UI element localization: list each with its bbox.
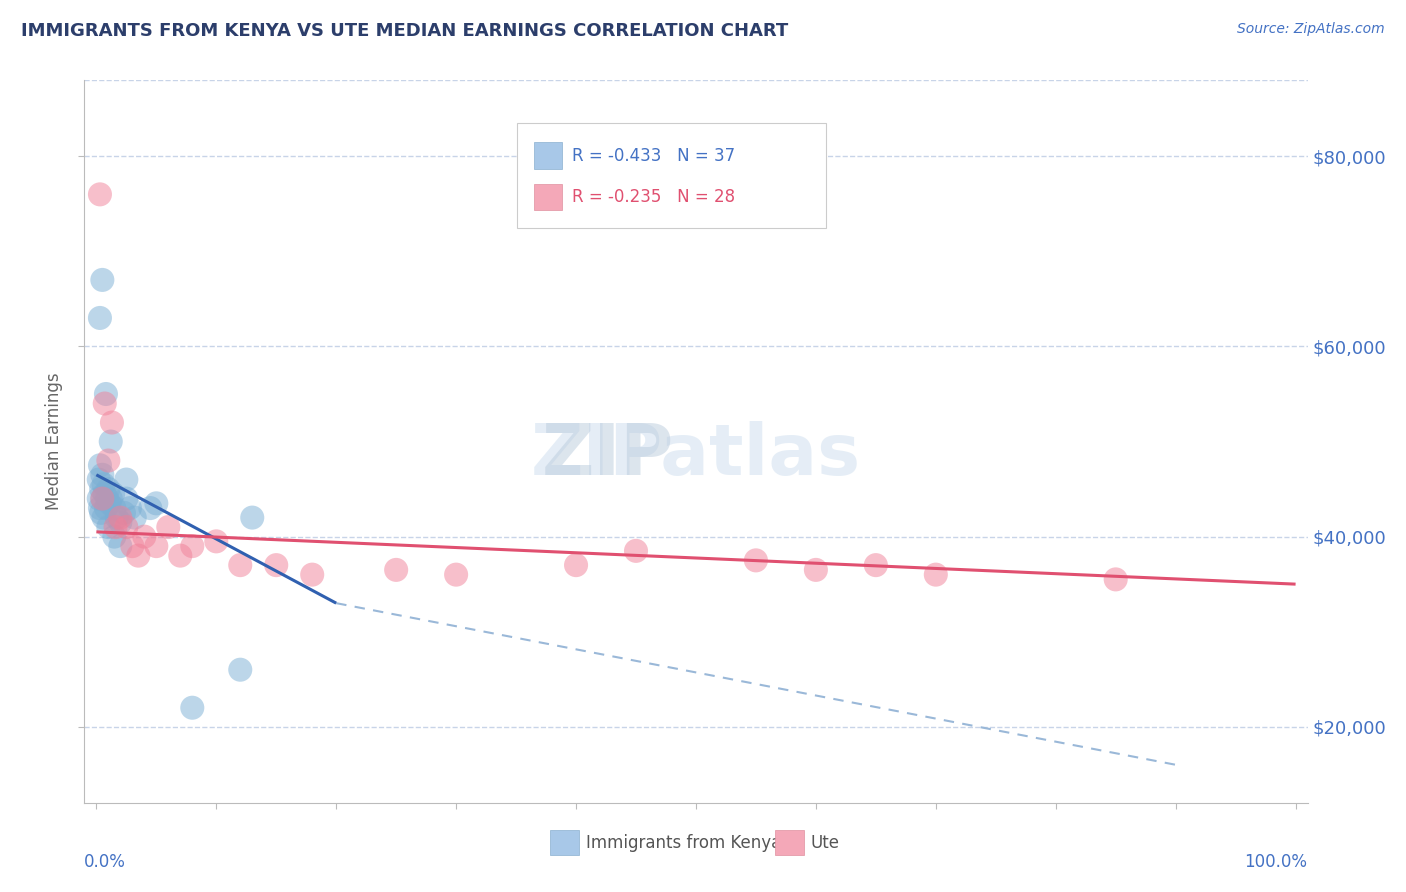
Point (229, 558, 252, 573)
Point (1105, 573, 1128, 587)
Point (112, 506, 135, 520)
Point (89, 310, 111, 325)
Point (104, 520, 127, 534)
Y-axis label: Median Earnings: Median Earnings (45, 373, 63, 510)
Point (804, 563, 827, 577)
Point (385, 563, 408, 577)
Point (89, 501, 111, 516)
Point (103, 530, 125, 544)
Point (98, 496, 121, 510)
Point (91, 491, 114, 506)
Point (105, 510, 128, 524)
Point (169, 549, 191, 563)
Point (93, 510, 115, 524)
Point (100, 434, 122, 449)
Point (264, 558, 287, 573)
Text: ZIP: ZIP (541, 422, 673, 491)
Point (101, 416, 124, 430)
Point (624, 544, 647, 558)
Text: R = -0.433   N = 37: R = -0.433 N = 37 (572, 146, 735, 164)
Point (103, 501, 125, 516)
Point (97, 520, 120, 534)
Point (134, 530, 156, 544)
Point (115, 491, 138, 506)
Point (145, 496, 167, 510)
Point (91, 467, 114, 482)
Point (94, 501, 117, 516)
Point (865, 558, 887, 573)
Text: IMMIGRANTS FROM KENYA VS UTE MEDIAN EARNINGS CORRELATION CHART: IMMIGRANTS FROM KENYA VS UTE MEDIAN EARN… (21, 22, 789, 40)
Point (115, 473, 138, 487)
Point (240, 510, 263, 524)
Point (97, 482, 120, 496)
Point (205, 534, 228, 549)
Point (93, 487, 117, 501)
Point (110, 539, 132, 553)
Text: 0.0%: 0.0% (84, 854, 127, 871)
Point (124, 510, 146, 524)
Point (110, 516, 132, 530)
Point (145, 539, 167, 553)
Point (127, 549, 149, 563)
Text: ZIPatlas: ZIPatlas (531, 422, 860, 491)
Point (89, 187, 111, 202)
Point (90, 482, 112, 496)
Text: Ute: Ute (810, 834, 839, 852)
Text: 100.0%: 100.0% (1244, 854, 1308, 871)
Text: Immigrants from Kenya: Immigrants from Kenya (585, 834, 780, 852)
Point (96, 491, 118, 506)
Point (93, 396, 117, 410)
Point (97, 453, 120, 467)
Point (87, 491, 110, 506)
Point (139, 501, 162, 516)
Point (100, 491, 122, 506)
Point (121, 539, 143, 553)
Point (91, 491, 114, 506)
Point (89, 458, 111, 473)
Text: R = -0.235   N = 28: R = -0.235 N = 28 (572, 188, 735, 206)
Point (90, 506, 112, 520)
Point (229, 663, 252, 677)
Point (101, 487, 124, 501)
Point (181, 539, 204, 553)
Point (181, 700, 204, 714)
Point (301, 567, 323, 582)
Point (87, 473, 110, 487)
Point (745, 553, 768, 567)
Point (94, 387, 117, 401)
Point (444, 567, 467, 582)
Point (157, 520, 180, 534)
Text: Source: ZipAtlas.com: Source: ZipAtlas.com (1237, 22, 1385, 37)
Point (565, 558, 588, 573)
Point (115, 520, 138, 534)
Point (93, 477, 115, 491)
Point (118, 501, 141, 516)
Point (110, 510, 132, 524)
Point (91, 273, 114, 287)
Point (925, 567, 948, 582)
